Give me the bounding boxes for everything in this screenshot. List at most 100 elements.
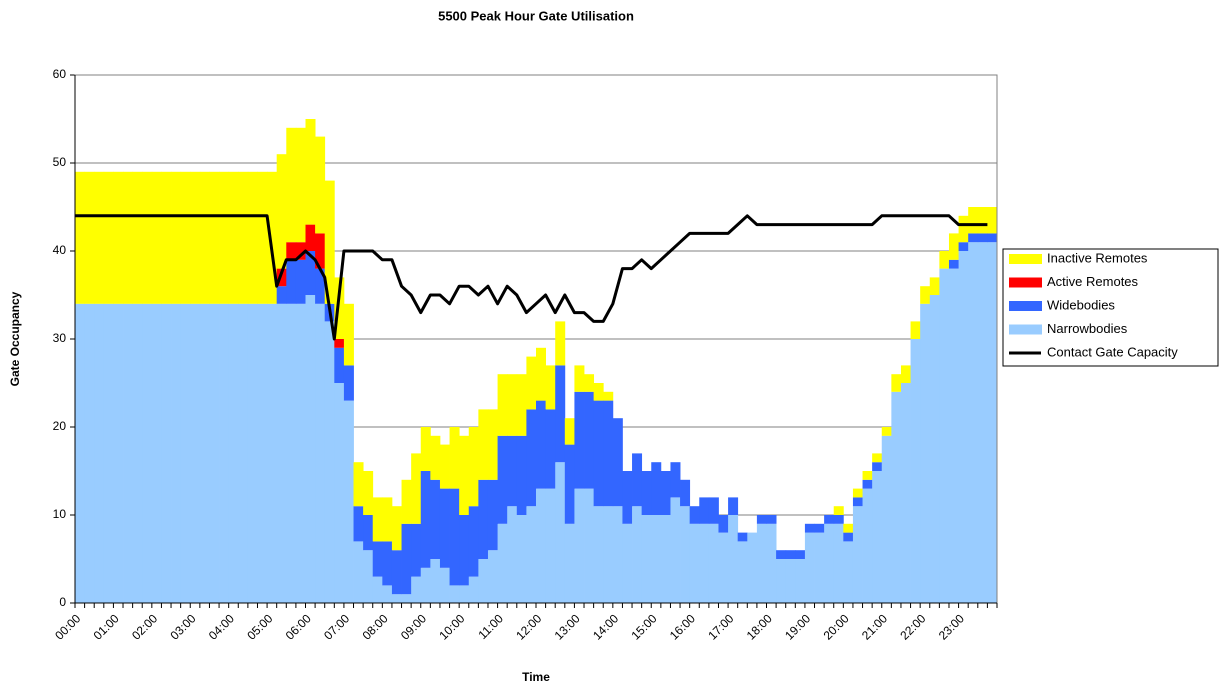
area-segment — [113, 303, 124, 603]
area-segment — [391, 594, 402, 603]
area-segment — [305, 251, 316, 295]
area-segment — [987, 207, 998, 234]
area-segment — [766, 523, 777, 603]
area-segment — [382, 585, 393, 603]
area-segment — [977, 233, 988, 243]
area-segment — [843, 532, 854, 542]
area-segment — [372, 576, 383, 603]
area-segment — [103, 303, 114, 603]
area-segment — [622, 523, 633, 603]
area-segment — [958, 242, 969, 251]
area-segment — [939, 268, 950, 603]
area-segment — [459, 585, 470, 603]
area-segment — [804, 532, 815, 603]
area-segment — [84, 303, 95, 603]
y-tick-label: 50 — [53, 155, 67, 169]
area-segment — [180, 171, 191, 304]
area-segment — [430, 479, 441, 559]
area-segment — [334, 277, 345, 339]
area-segment — [219, 303, 230, 603]
chart-title: 5500 Peak Hour Gate Utilisation — [438, 8, 634, 23]
area-segment — [843, 541, 854, 603]
area-segment — [584, 391, 595, 489]
area-segment — [420, 427, 431, 471]
area-segment — [852, 506, 863, 603]
area-segment — [171, 303, 182, 603]
area-segment — [747, 532, 758, 603]
area-segment — [536, 400, 547, 489]
area-segment — [228, 303, 239, 603]
area-segment — [891, 391, 902, 603]
area-segment — [324, 180, 335, 304]
area-segment — [900, 383, 911, 603]
area-segment — [718, 515, 729, 533]
area-segment — [555, 321, 566, 366]
area-segment — [276, 286, 287, 304]
area-segment — [987, 242, 998, 603]
area-segment — [324, 321, 335, 603]
area-segment — [593, 506, 604, 603]
area-segment — [603, 391, 614, 401]
area-segment — [439, 444, 450, 489]
area-segment — [574, 391, 585, 489]
area-segment — [161, 303, 172, 603]
area-segment — [564, 444, 575, 524]
area-segment — [411, 453, 422, 524]
area-segment — [75, 171, 86, 304]
area-segment — [151, 303, 162, 603]
area-segment — [968, 233, 979, 243]
area-segment — [593, 383, 604, 401]
area-segment — [151, 171, 162, 304]
area-segment — [564, 418, 575, 445]
area-segment — [814, 523, 825, 533]
area-segment — [651, 515, 662, 603]
area-segment — [804, 523, 815, 533]
area-segment — [391, 550, 402, 595]
y-tick-label: 10 — [53, 507, 67, 521]
area-segment — [401, 594, 412, 603]
area-segment — [459, 435, 470, 515]
area-segment — [708, 497, 719, 524]
area-segment — [123, 171, 134, 304]
area-segment — [430, 435, 441, 480]
area-segment — [142, 171, 153, 304]
area-segment — [776, 550, 787, 559]
capacity-line — [75, 214, 988, 341]
area-segment — [670, 462, 681, 498]
area-segment — [305, 295, 316, 603]
area-segment — [603, 506, 614, 603]
area-segment — [593, 400, 604, 507]
area-segment — [449, 585, 460, 603]
area-segment — [190, 303, 201, 603]
area-segment — [439, 488, 450, 568]
area-segment — [872, 462, 883, 471]
area-segment — [929, 277, 940, 295]
area-segment — [670, 497, 681, 603]
area-segment — [286, 259, 297, 304]
area-segment — [699, 523, 710, 603]
area-segment — [343, 303, 354, 366]
area-segment — [728, 497, 739, 515]
area-segment — [343, 365, 354, 401]
area-segment — [247, 171, 258, 304]
area-segment — [574, 488, 585, 603]
area-segment — [737, 541, 748, 603]
area-segment — [190, 171, 201, 304]
area-segment — [315, 233, 326, 269]
area-segment — [516, 374, 527, 436]
legend-label: Inactive Remotes — [1047, 250, 1148, 265]
area-segment — [660, 515, 671, 603]
area-segment — [276, 154, 287, 269]
area-segment — [142, 303, 153, 603]
area-segment — [295, 303, 306, 603]
area-segment — [132, 171, 143, 304]
area-segment — [632, 506, 643, 603]
area-segment — [852, 488, 863, 498]
area-segment — [958, 251, 969, 603]
y-tick-label: 60 — [53, 67, 67, 81]
area-segment — [257, 171, 268, 304]
area-segment — [487, 409, 498, 480]
area-segment — [795, 559, 806, 603]
area-segment — [305, 119, 316, 225]
area-segment — [680, 506, 691, 603]
